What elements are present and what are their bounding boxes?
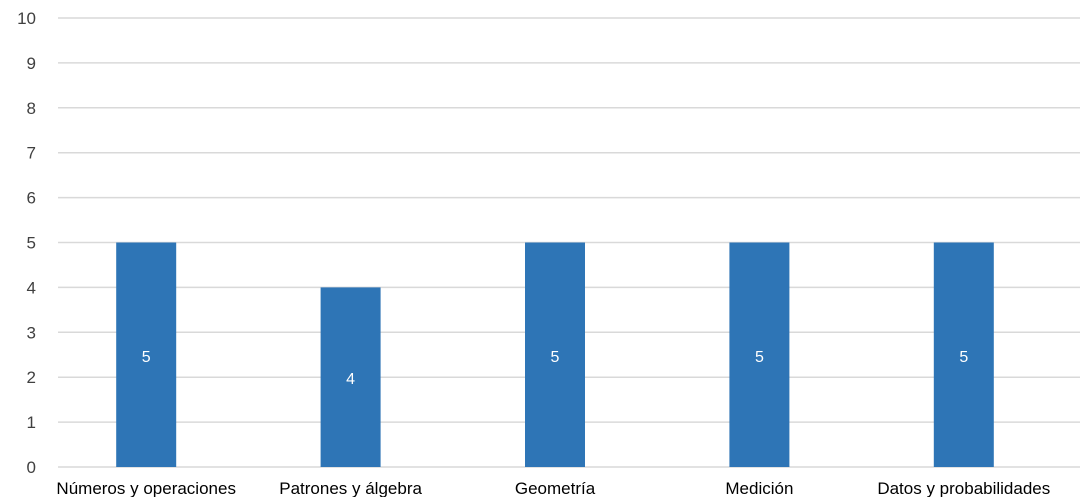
y-tick-label: 5 [27,234,36,253]
y-tick-label: 0 [27,458,36,477]
y-tick-label: 3 [27,323,36,342]
x-tick-label: Geometría [515,479,596,497]
y-axis-ticks: 0 1 2 3 4 5 6 7 8 9 10 [17,9,36,477]
x-tick-label: Datos y probabilidades [877,479,1050,497]
y-tick-label: 1 [27,413,36,432]
data-label: 5 [551,349,560,366]
data-label: 5 [755,349,764,366]
y-tick-label: 2 [27,368,36,387]
y-tick-label: 4 [27,278,36,297]
x-tick-label: Números y operaciones [56,479,236,497]
data-label: 4 [346,371,355,388]
x-axis-ticks: Números y operaciones Patrones y álgebra G… [56,479,1050,497]
x-tick-label: Medición [725,479,793,497]
x-tick-label: Patrones y álgebra [279,479,422,497]
data-label: 5 [142,349,151,366]
data-label: 5 [959,349,968,366]
y-tick-label: 7 [27,144,36,163]
y-tick-label: 8 [27,99,36,118]
y-tick-label: 10 [17,9,36,28]
y-tick-label: 9 [27,54,36,73]
y-tick-label: 6 [27,189,36,208]
